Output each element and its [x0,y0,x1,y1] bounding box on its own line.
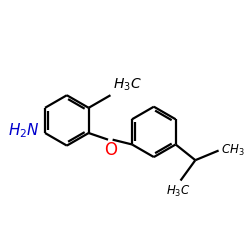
Text: $H_2N$: $H_2N$ [8,121,40,140]
Text: $CH_3$: $CH_3$ [221,143,244,158]
Text: $H_3C$: $H_3C$ [166,184,190,199]
Text: O: O [104,142,117,160]
Text: $H_3C$: $H_3C$ [113,77,141,94]
